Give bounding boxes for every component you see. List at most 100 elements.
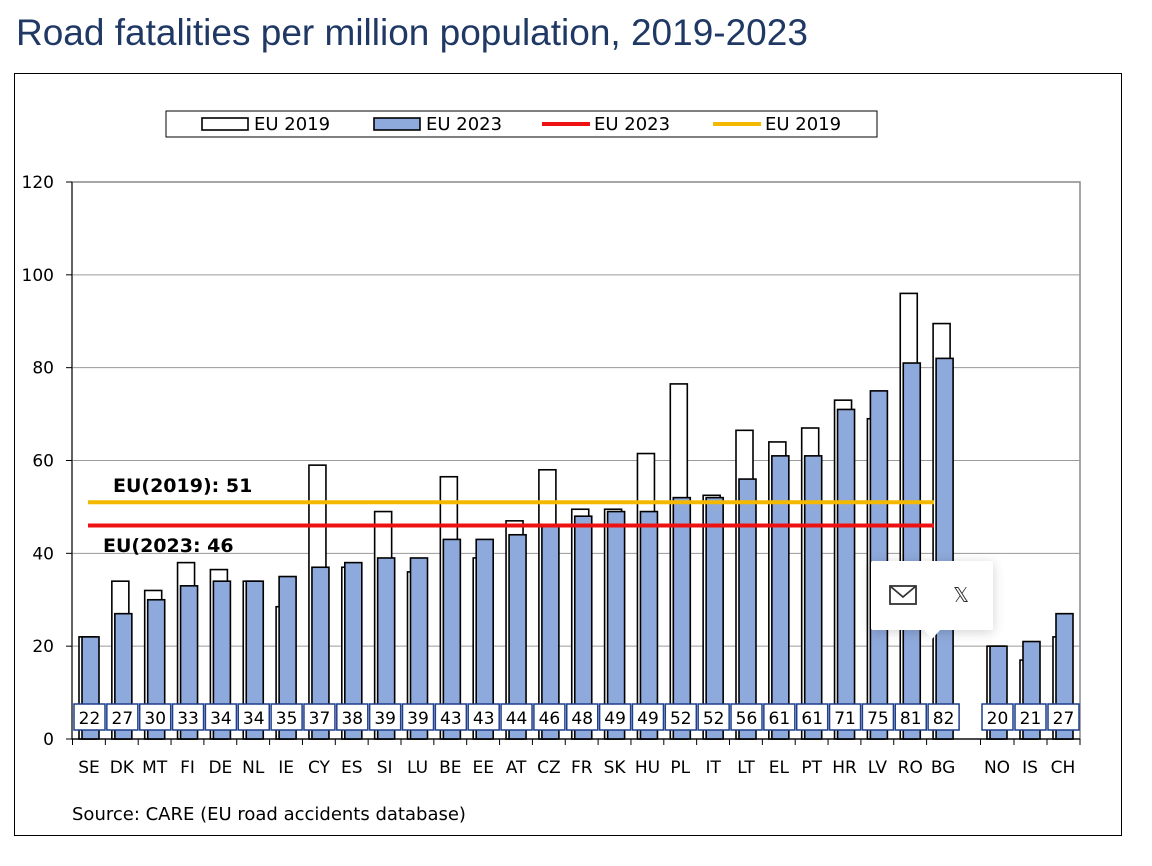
data-label-box — [598, 703, 632, 731]
bar-2023-EL[interactable] — [771, 455, 790, 740]
data-label-box — [697, 703, 730, 731]
data-label-BG: 82 — [933, 709, 955, 729]
email-share-button[interactable] — [885, 577, 921, 613]
data-label-SK: 49 — [604, 709, 626, 729]
data-label-box — [1014, 703, 1047, 731]
x-share-button[interactable]: 𝕏 — [943, 577, 979, 613]
legend-swatch-bar — [201, 117, 249, 131]
data-label-box — [204, 703, 238, 731]
bar-2023-BG[interactable] — [935, 357, 954, 740]
x-tick-label-LT: LT — [737, 758, 755, 778]
x-tick-label-EL: EL — [769, 758, 790, 778]
x-tick-label-HR: HR — [832, 758, 857, 778]
data-label-NL: 34 — [243, 709, 265, 729]
data-label-IS: 21 — [1020, 709, 1042, 729]
x-tick-label-SI: SI — [377, 758, 393, 778]
data-label-box — [368, 703, 402, 731]
x-logo-icon: 𝕏 — [952, 583, 970, 607]
data-label-box — [434, 703, 468, 731]
data-label-box — [828, 703, 862, 731]
data-label-CZ: 46 — [539, 709, 561, 729]
x-tick-label-LV: LV — [868, 758, 888, 778]
data-label-LT: 56 — [736, 709, 758, 729]
data-label-PL: 52 — [670, 709, 692, 729]
data-label-box — [73, 703, 106, 731]
data-label-DE: 34 — [210, 709, 232, 729]
data-label-FI: 33 — [177, 709, 199, 729]
x-tick-label-PL: PL — [670, 758, 690, 778]
data-label-box — [138, 703, 172, 731]
data-label-box — [795, 703, 829, 731]
data-label-box — [861, 703, 895, 731]
data-label-SI: 39 — [374, 709, 396, 729]
data-label-box — [763, 703, 796, 731]
data-label-NO: 20 — [987, 709, 1009, 729]
data-label-LV: 75 — [867, 709, 889, 729]
data-label-box — [171, 703, 205, 731]
bar-2023-HR[interactable] — [836, 408, 856, 740]
envelope-icon — [889, 585, 917, 605]
data-label-box — [631, 703, 665, 731]
data-label-box — [981, 703, 1014, 731]
data-label-box — [894, 703, 927, 731]
data-label-LU: 39 — [407, 709, 429, 729]
data-label-PT: 61 — [801, 709, 823, 729]
x-tick-label-BE: BE — [439, 758, 461, 778]
bar-2023-IT[interactable] — [705, 496, 724, 740]
bar-2023-RO[interactable] — [902, 362, 922, 740]
data-label-box — [664, 703, 698, 731]
data-label-EL: 61 — [769, 709, 791, 729]
data-label-FR: 48 — [571, 709, 593, 729]
chart-frame — [14, 73, 1122, 836]
legend-label: EU 2023 — [594, 114, 670, 135]
legend-label: EU 2023 — [426, 114, 502, 135]
x-tick-label-EE: EE — [472, 758, 493, 778]
x-tick-label-BG: BG — [931, 758, 956, 778]
data-label-box — [500, 703, 533, 731]
data-label-box — [1047, 703, 1080, 731]
data-label-IE: 35 — [276, 709, 298, 729]
source-note: Source: CARE (EU road accidents database… — [72, 804, 466, 825]
x-tick-label-DE: DE — [208, 758, 232, 778]
data-label-AT: 44 — [506, 709, 528, 729]
x-tick-label-IS: IS — [1022, 758, 1038, 778]
legend-swatch-bar — [373, 117, 421, 131]
data-label-HR: 71 — [834, 709, 856, 729]
x-tick-label-LU: LU — [407, 758, 428, 778]
share-popup: 𝕏 — [871, 561, 993, 639]
y-tick-label: 120 — [22, 173, 54, 193]
data-label-IT: 52 — [703, 709, 725, 729]
y-tick-label: 0 — [43, 730, 54, 750]
page-title: Road fatalities per million population, … — [16, 12, 808, 53]
x-tick-label-RO: RO — [898, 758, 923, 778]
x-tick-label-SK: SK — [604, 758, 627, 778]
x-tick-label-AT: AT — [506, 758, 527, 778]
bar-2023-PT[interactable] — [803, 455, 823, 740]
bar-2023-PL[interactable] — [672, 496, 692, 740]
y-tick-label: 100 — [22, 266, 54, 286]
data-label-box — [336, 703, 369, 731]
bar-2023-LT[interactable] — [738, 478, 757, 740]
x-tick-label-PT: PT — [801, 758, 822, 778]
y-tick-label: 40 — [32, 544, 54, 564]
y-tick-label: 80 — [32, 359, 54, 379]
ref-label-eu-2023: EU(2023: 46 — [103, 535, 234, 557]
data-label-box — [927, 703, 960, 731]
data-label-CY: 37 — [309, 709, 331, 729]
legend-label: EU 2019 — [765, 114, 841, 135]
data-label-HU: 49 — [637, 709, 659, 729]
ref-label-eu-2019: EU(2019): 51 — [113, 475, 252, 497]
data-label-box — [730, 703, 763, 731]
x-tick-label-IE: IE — [278, 758, 294, 778]
data-label-box — [533, 703, 566, 731]
x-tick-label-NL: NL — [242, 758, 265, 778]
x-tick-label-HU: HU — [635, 758, 660, 778]
x-tick-label-FR: FR — [571, 758, 593, 778]
data-label-BE: 43 — [440, 709, 462, 729]
data-label-RO: 81 — [900, 709, 922, 729]
data-label-box — [270, 703, 303, 731]
data-label-EE: 43 — [473, 709, 495, 729]
x-tick-label-SE: SE — [78, 758, 100, 778]
y-tick-label: 60 — [32, 452, 54, 472]
